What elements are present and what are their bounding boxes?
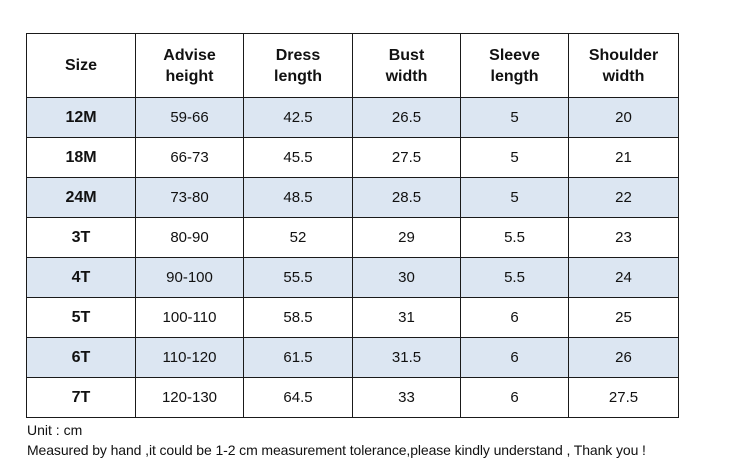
header-row: Size Advise height Dress length Bust width … (27, 34, 679, 98)
cell-bust-width: 33 (353, 378, 461, 418)
header-size-label: Size (27, 55, 135, 76)
header-dress-length-line1: Dress (244, 45, 352, 66)
cell-size: 6T (27, 338, 136, 378)
cell-size: 18M (27, 138, 136, 178)
cell-height: 59-66 (136, 98, 244, 138)
cell-shoulder-width: 21 (569, 138, 679, 178)
header-sleeve-length-line2: length (461, 66, 568, 87)
cell-size: 5T (27, 298, 136, 338)
header-shoulder-width-line2: width (569, 66, 678, 87)
cell-bust-width: 30 (353, 258, 461, 298)
cell-size: 7T (27, 378, 136, 418)
cell-bust-width: 29 (353, 218, 461, 258)
cell-shoulder-width: 20 (569, 98, 679, 138)
cell-height: 110-120 (136, 338, 244, 378)
cell-sleeve-length: 6 (461, 378, 569, 418)
header-dress-length: Dress length (244, 34, 353, 98)
header-sleeve-length: Sleeve length (461, 34, 569, 98)
header-bust-width-line1: Bust (353, 45, 460, 66)
table-row: 24M 73-80 48.5 28.5 5 22 (27, 178, 679, 218)
header-advise-height-line2: height (136, 66, 243, 87)
cell-bust-width: 26.5 (353, 98, 461, 138)
cell-height: 80-90 (136, 218, 244, 258)
cell-height: 73-80 (136, 178, 244, 218)
cell-height: 100-110 (136, 298, 244, 338)
header-bust-width-line2: width (353, 66, 460, 87)
cell-shoulder-width: 24 (569, 258, 679, 298)
cell-dress-length: 48.5 (244, 178, 353, 218)
cell-sleeve-length: 5 (461, 178, 569, 218)
cell-sleeve-length: 6 (461, 298, 569, 338)
cell-shoulder-width: 22 (569, 178, 679, 218)
cell-sleeve-length: 5.5 (461, 218, 569, 258)
cell-dress-length: 45.5 (244, 138, 353, 178)
cell-bust-width: 28.5 (353, 178, 461, 218)
table-row: 4T 90-100 55.5 30 5.5 24 (27, 258, 679, 298)
cell-shoulder-width: 25 (569, 298, 679, 338)
cell-sleeve-length: 5 (461, 98, 569, 138)
cell-shoulder-width: 23 (569, 218, 679, 258)
cell-dress-length: 52 (244, 218, 353, 258)
header-bust-width: Bust width (353, 34, 461, 98)
header-size: Size (27, 34, 136, 98)
header-sleeve-length-line1: Sleeve (461, 45, 568, 66)
cell-height: 66-73 (136, 138, 244, 178)
cell-bust-width: 31 (353, 298, 461, 338)
table-row: 18M 66-73 45.5 27.5 5 21 (27, 138, 679, 178)
cell-dress-length: 42.5 (244, 98, 353, 138)
cell-shoulder-width: 26 (569, 338, 679, 378)
unit-note: Unit : cm (27, 422, 82, 438)
cell-size: 24M (27, 178, 136, 218)
cell-size: 3T (27, 218, 136, 258)
cell-size: 4T (27, 258, 136, 298)
cell-dress-length: 58.5 (244, 298, 353, 338)
cell-size: 12M (27, 98, 136, 138)
cell-sleeve-length: 5.5 (461, 258, 569, 298)
header-dress-length-line2: length (244, 66, 352, 87)
header-shoulder-width-line1: Shoulder (569, 45, 678, 66)
header-advise-height: Advise height (136, 34, 244, 98)
table-row: 5T 100-110 58.5 31 6 25 (27, 298, 679, 338)
cell-sleeve-length: 6 (461, 338, 569, 378)
measurement-note: Measured by hand ,it could be 1-2 cm mea… (27, 442, 646, 458)
table-row: 3T 80-90 52 29 5.5 23 (27, 218, 679, 258)
cell-bust-width: 31.5 (353, 338, 461, 378)
cell-sleeve-length: 5 (461, 138, 569, 178)
cell-shoulder-width: 27.5 (569, 378, 679, 418)
cell-bust-width: 27.5 (353, 138, 461, 178)
size-chart-table: Size Advise height Dress length Bust width … (26, 33, 679, 418)
cell-dress-length: 64.5 (244, 378, 353, 418)
cell-dress-length: 61.5 (244, 338, 353, 378)
header-shoulder-width: Shoulder width (569, 34, 679, 98)
cell-height: 120-130 (136, 378, 244, 418)
cell-dress-length: 55.5 (244, 258, 353, 298)
table-row: 12M 59-66 42.5 26.5 5 20 (27, 98, 679, 138)
table-row: 6T 110-120 61.5 31.5 6 26 (27, 338, 679, 378)
table-row: 7T 120-130 64.5 33 6 27.5 (27, 378, 679, 418)
table-body: 12M 59-66 42.5 26.5 5 20 18M 66-73 45.5 27.5 5 21 24… (27, 98, 679, 418)
cell-height: 90-100 (136, 258, 244, 298)
header-advise-height-line1: Advise (136, 45, 243, 66)
